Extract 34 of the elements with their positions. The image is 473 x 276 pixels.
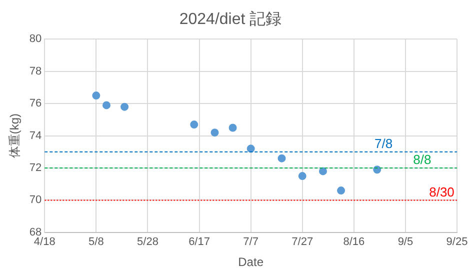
x-tick-label: 8/16 [343, 236, 365, 248]
y-tick-label: 68 [29, 226, 42, 238]
x-tick-label: 6/17 [188, 236, 210, 248]
point [337, 186, 346, 195]
x-axis-title: Date [238, 255, 264, 270]
point [246, 144, 255, 153]
y-tick-label: 72 [29, 162, 42, 174]
point [120, 102, 129, 111]
y-tick-label: 70 [29, 194, 42, 206]
annotation: 8/30 [429, 184, 454, 200]
annotation: 7/8 [374, 136, 393, 151]
x-tick-label: 7/7 [243, 236, 258, 248]
annotation: 8/8 [413, 152, 432, 168]
x-tick-label: 4/18 [34, 236, 56, 248]
y-tick-label: 80 [29, 33, 42, 46]
x-tick-label: 5/8 [88, 236, 104, 248]
y-axis-title: 体重(kg) [8, 113, 22, 158]
x-tick-label: 9/5 [398, 236, 414, 248]
point [210, 128, 219, 137]
y-tick-label: 78 [29, 65, 42, 78]
point [92, 92, 100, 100]
x-tick-label: 5/28 [137, 236, 158, 248]
point [298, 172, 306, 180]
point [102, 101, 110, 110]
point [228, 124, 237, 132]
point [278, 154, 286, 162]
point [190, 120, 198, 129]
y-tick-label: 74 [29, 130, 42, 142]
chart-title: 2024/diet 記録 [179, 10, 282, 28]
x-tick-label: 7/27 [292, 236, 314, 248]
point [373, 166, 382, 174]
point [318, 167, 327, 176]
y-tick-label: 76 [29, 98, 42, 110]
x-tick-label: 9/25 [446, 236, 468, 248]
